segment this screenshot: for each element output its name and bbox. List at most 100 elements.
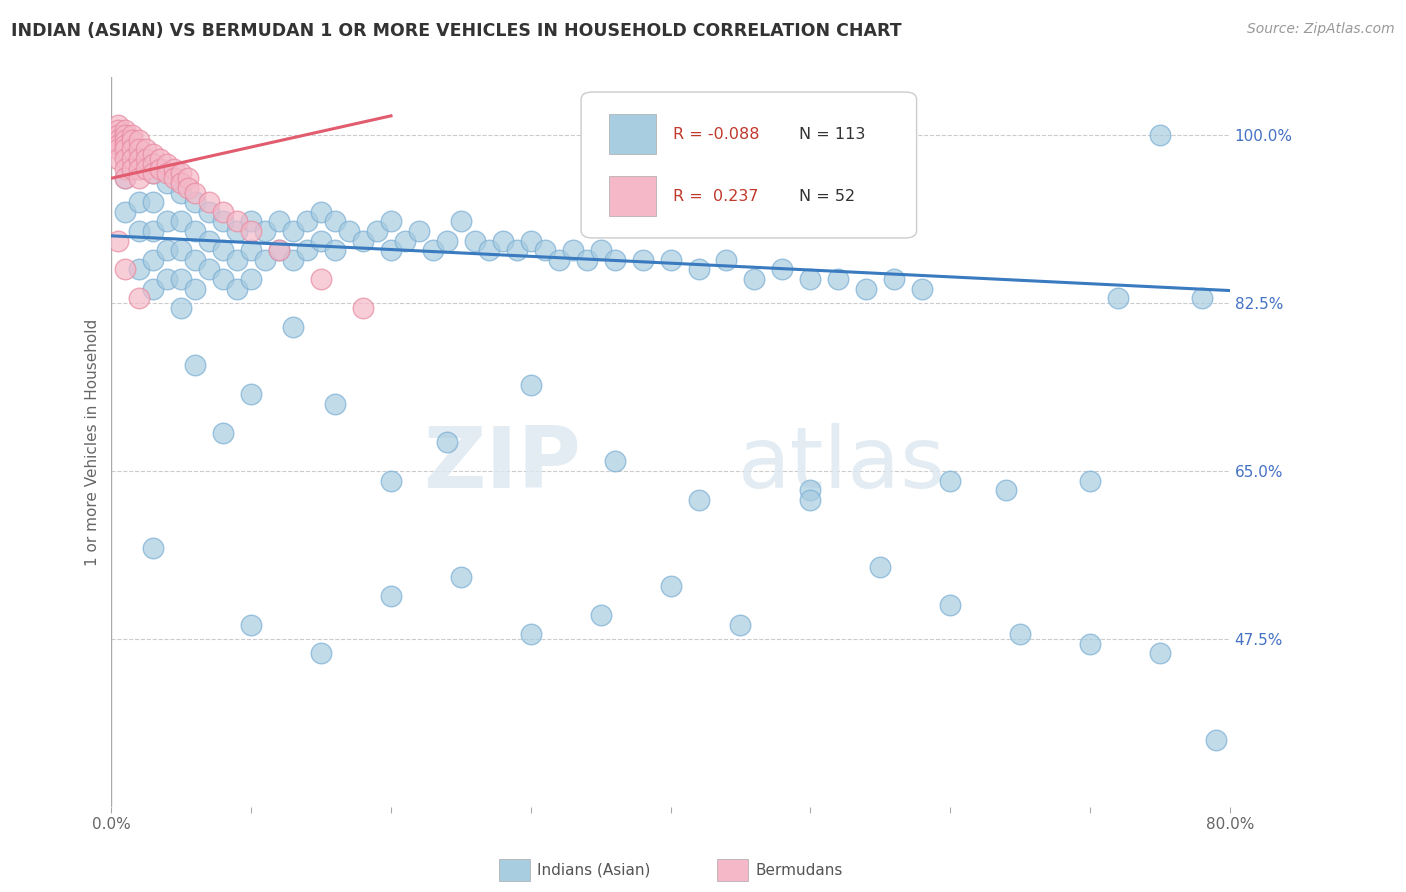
Point xyxy=(380,589,402,603)
Point xyxy=(184,224,207,238)
Point xyxy=(128,224,150,238)
Text: N = 113: N = 113 xyxy=(799,127,866,142)
Point xyxy=(170,186,193,200)
Point xyxy=(107,152,129,166)
Point xyxy=(107,119,129,133)
Point xyxy=(170,244,193,258)
Point xyxy=(730,617,752,632)
Point xyxy=(520,234,543,248)
Point xyxy=(226,224,249,238)
Point xyxy=(323,214,346,228)
Point xyxy=(394,234,416,248)
Point xyxy=(142,224,165,238)
Point xyxy=(107,143,129,157)
Point xyxy=(380,244,402,258)
Point xyxy=(295,244,318,258)
Point xyxy=(589,244,612,258)
Point xyxy=(464,234,486,248)
Point xyxy=(114,204,136,219)
Point xyxy=(380,214,402,228)
Point xyxy=(269,244,291,258)
Point xyxy=(128,262,150,277)
Point xyxy=(352,234,374,248)
Point xyxy=(1205,732,1227,747)
Point xyxy=(1191,291,1213,305)
Point xyxy=(240,214,263,228)
Point xyxy=(281,224,304,238)
Point xyxy=(1078,474,1101,488)
Point xyxy=(744,272,766,286)
Point xyxy=(603,252,626,267)
Point xyxy=(114,152,136,166)
Point xyxy=(450,569,472,583)
Point xyxy=(184,252,207,267)
Point xyxy=(156,157,179,171)
Point xyxy=(135,161,157,176)
Point xyxy=(422,244,444,258)
FancyBboxPatch shape xyxy=(581,92,917,238)
Point xyxy=(142,282,165,296)
Point xyxy=(547,252,569,267)
Point xyxy=(352,301,374,315)
Point xyxy=(520,627,543,641)
Point xyxy=(295,214,318,228)
Point xyxy=(121,152,143,166)
Point xyxy=(170,214,193,228)
Point xyxy=(212,204,235,219)
Point xyxy=(269,244,291,258)
Point xyxy=(309,647,332,661)
Point xyxy=(240,272,263,286)
Point xyxy=(240,387,263,401)
Point xyxy=(135,143,157,157)
Point xyxy=(589,607,612,622)
Point xyxy=(659,579,682,593)
Point xyxy=(337,224,360,238)
Point xyxy=(450,214,472,228)
Point xyxy=(226,252,249,267)
Text: N = 52: N = 52 xyxy=(799,189,855,204)
Text: R =  0.237: R = 0.237 xyxy=(673,189,758,204)
Point xyxy=(212,244,235,258)
Point xyxy=(212,425,235,440)
Point xyxy=(408,224,430,238)
Point xyxy=(1149,128,1171,142)
Point xyxy=(114,123,136,137)
Point xyxy=(309,204,332,219)
Text: INDIAN (ASIAN) VS BERMUDAN 1 OR MORE VEHICLES IN HOUSEHOLD CORRELATION CHART: INDIAN (ASIAN) VS BERMUDAN 1 OR MORE VEH… xyxy=(11,22,901,40)
Point xyxy=(1008,627,1031,641)
Point xyxy=(436,435,458,450)
Point xyxy=(149,161,172,176)
Point xyxy=(184,186,207,200)
Point xyxy=(163,171,186,186)
Point xyxy=(156,166,179,180)
Point xyxy=(869,560,891,574)
Point xyxy=(688,492,710,507)
Point xyxy=(142,166,165,180)
Point xyxy=(226,282,249,296)
Point xyxy=(114,161,136,176)
Point xyxy=(114,171,136,186)
Point xyxy=(240,224,263,238)
Point xyxy=(827,272,849,286)
Point xyxy=(506,244,529,258)
Point xyxy=(177,171,200,186)
Point xyxy=(631,252,654,267)
Point xyxy=(114,128,136,142)
Point xyxy=(128,291,150,305)
Point xyxy=(142,157,165,171)
Point xyxy=(1078,637,1101,651)
Point xyxy=(198,204,221,219)
Point xyxy=(184,282,207,296)
Point xyxy=(240,617,263,632)
Point xyxy=(121,128,143,142)
Point xyxy=(142,195,165,210)
Point xyxy=(128,195,150,210)
Text: R = -0.088: R = -0.088 xyxy=(673,127,759,142)
Point xyxy=(939,474,962,488)
Point xyxy=(107,137,129,152)
Point xyxy=(575,252,598,267)
Point xyxy=(799,272,821,286)
Point xyxy=(170,166,193,180)
Point xyxy=(281,252,304,267)
Point xyxy=(184,195,207,210)
